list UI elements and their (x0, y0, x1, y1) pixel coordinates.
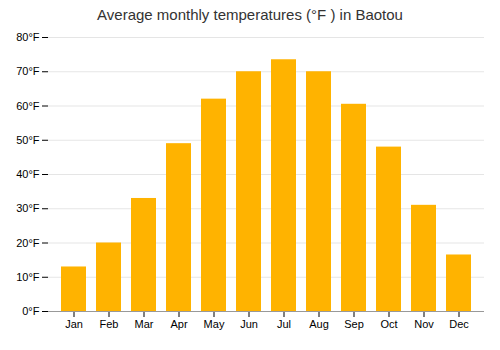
svg-text:10°F: 10°F (16, 271, 40, 283)
svg-text:Apr: Apr (170, 318, 187, 330)
svg-text:Mar: Mar (135, 318, 154, 330)
html-text:Average monthly temperatures (: Average monthly temperatures (°F ) in Ba… (97, 6, 403, 23)
svg-text:Oct: Oct (380, 318, 397, 330)
svg-text:Feb: Feb (100, 318, 119, 330)
svg-text:Jun: Jun (240, 318, 258, 330)
svg-text:May: May (204, 318, 225, 330)
svg-text:Jul: Jul (277, 318, 291, 330)
svg-text:50°F: 50°F (16, 134, 40, 146)
svg-text:Sep: Sep (344, 318, 364, 330)
svg-text:60°F: 60°F (16, 100, 40, 112)
svg-text:Dec: Dec (449, 318, 469, 330)
svg-text:Nov: Nov (414, 318, 434, 330)
svg-text:0°F: 0°F (22, 305, 40, 317)
svg-text:40°F: 40°F (16, 168, 40, 180)
svg-text:30°F: 30°F (16, 202, 40, 214)
svg-text:80°F: 80°F (16, 31, 40, 43)
svg-text:Aug: Aug (309, 318, 329, 330)
svg-text:70°F: 70°F (16, 65, 40, 77)
svg-text:20°F: 20°F (16, 237, 40, 249)
svg-text:Jan: Jan (65, 318, 83, 330)
